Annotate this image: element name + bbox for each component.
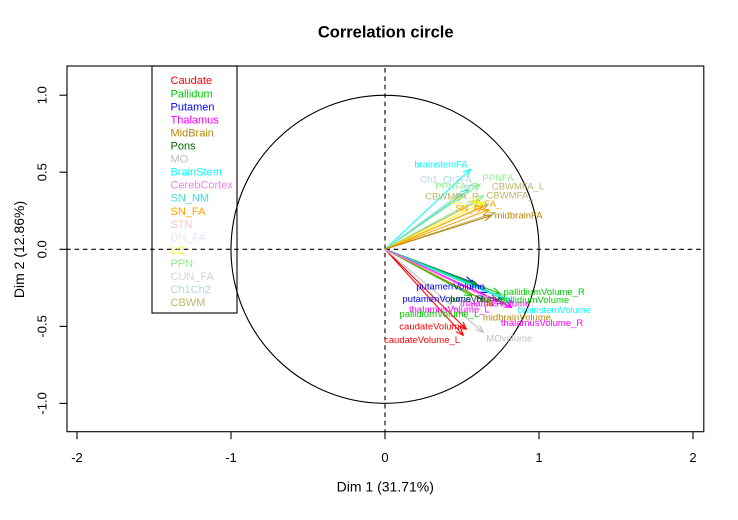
svg-text:Correlation circle: Correlation circle [318,24,454,42]
svg-text:caudateVolume: caudateVolume [399,322,465,333]
svg-text:-1.0: -1.0 [35,392,50,414]
svg-text:SN_NM: SN_NM [171,193,210,205]
svg-text:CerebCortex: CerebCortex [171,180,234,192]
svg-text:Pallidum: Pallidum [171,88,213,100]
svg-text:STN: STN [171,219,193,231]
svg-text:2: 2 [689,450,696,465]
svg-text:PPN: PPN [171,258,194,270]
svg-text:1.0: 1.0 [35,86,50,104]
svg-text:midbrainFA: midbrainFA [495,210,544,221]
svg-text:Putamen: Putamen [171,101,215,113]
svg-text:pallidiumVolume_L: pallidiumVolume_L [400,309,480,320]
svg-text:Ch1Ch2: Ch1Ch2 [171,284,211,296]
svg-text:Dim 1 (31.71%): Dim 1 (31.71%) [337,479,434,495]
svg-text:-0.5: -0.5 [35,315,50,337]
svg-text:SN_FA: SN_FA [171,206,207,218]
svg-text:LC: LC [171,245,185,257]
svg-text:0.5: 0.5 [35,163,50,181]
svg-text:Pons: Pons [171,141,197,153]
svg-text:-1: -1 [225,450,237,465]
svg-text:putamenVolume: putamenVolume [416,282,485,293]
svg-text:1: 1 [535,450,542,465]
svg-text:Caudate: Caudate [171,75,213,87]
svg-text:0.0: 0.0 [35,240,50,258]
svg-text:MO: MO [171,154,189,166]
svg-text:BrainStem: BrainStem [171,167,222,179]
svg-text:caudateVolume_L: caudateVolume_L [384,335,460,346]
svg-text:FA_: FA_ [484,199,502,210]
svg-text:Thalamus: Thalamus [171,114,220,126]
svg-text:CUN_FA: CUN_FA [171,271,215,283]
svg-text:-2: -2 [71,450,83,465]
svg-text:MOvolume: MOvolume [486,334,532,345]
svg-text:thalamusVolume_R: thalamusVolume_R [501,318,584,329]
svg-text:SN_FA: SN_FA [455,204,486,215]
svg-text:brainstemFA: brainstemFA [414,159,468,170]
svg-text:DN_FA: DN_FA [171,232,207,244]
svg-text:Dim 2 (12.86%): Dim 2 (12.86%) [11,201,27,298]
svg-text:CBWM: CBWM [171,297,206,309]
svg-text:0: 0 [381,450,388,465]
svg-text:MidBrain: MidBrain [171,127,214,139]
